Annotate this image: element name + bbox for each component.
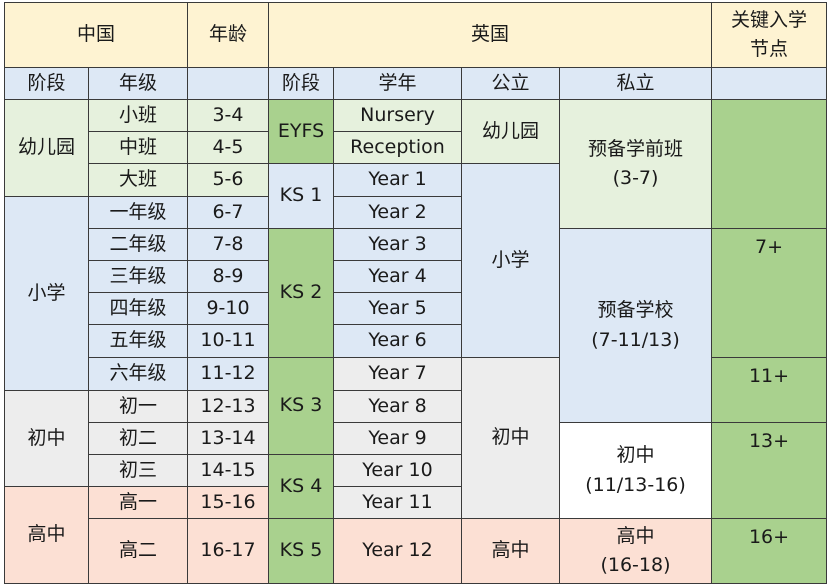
grade-cell: 三年级 xyxy=(88,260,188,293)
age-cell: 14-15 xyxy=(187,454,269,487)
school-year-cell: Year 8 xyxy=(333,390,462,423)
subheader-public: 公立 xyxy=(461,67,560,100)
stage-senior: 高中 xyxy=(4,486,89,584)
school-year-cell: Year 7 xyxy=(333,357,462,391)
school-year-cell: Year 10 xyxy=(333,454,462,487)
grade-cell: 四年级 xyxy=(88,292,188,325)
subheader-school-year: 学年 xyxy=(333,67,462,100)
key-entry-11plus: 11+ xyxy=(711,357,827,423)
school-year-cell: Year 6 xyxy=(333,324,462,358)
subheader-stage: 阶段 xyxy=(4,67,89,100)
grade-cell: 初一 xyxy=(88,390,188,423)
public-senior: 高中 xyxy=(461,518,560,584)
subheader-uk-stage: 阶段 xyxy=(268,67,334,100)
age-cell: 13-14 xyxy=(187,422,269,455)
grade-cell: 五年级 xyxy=(88,324,188,358)
uk-stage-ks2: KS 2 xyxy=(268,228,334,358)
age-cell: 6-7 xyxy=(187,196,269,229)
grade-cell: 六年级 xyxy=(88,357,188,391)
school-year-cell: Year 12 xyxy=(333,518,462,584)
age-cell: 15-16 xyxy=(187,486,269,519)
age-cell: 12-13 xyxy=(187,390,269,423)
header-uk: 英国 xyxy=(268,2,712,68)
stage-junior: 初中 xyxy=(4,390,89,487)
grade-cell: 二年级 xyxy=(88,228,188,261)
school-year-cell: Year 11 xyxy=(333,486,462,519)
school-year-cell: Year 3 xyxy=(333,228,462,261)
stage-kindergarten: 幼儿园 xyxy=(4,99,89,197)
grade-cell: 一年级 xyxy=(88,196,188,229)
stage-primary: 小学 xyxy=(4,196,89,391)
public-primary: 小学 xyxy=(461,163,560,358)
grade-cell: 大班 xyxy=(88,163,188,197)
grade-cell: 小班 xyxy=(88,99,188,132)
age-cell: 9-10 xyxy=(187,292,269,325)
subheader-grade: 年级 xyxy=(88,67,188,100)
header-age: 年龄 xyxy=(187,2,269,68)
age-cell: 10-11 xyxy=(187,324,269,358)
age-cell: 5-6 xyxy=(187,163,269,197)
age-cell: 11-12 xyxy=(187,357,269,391)
key-entry-13plus: 13+ xyxy=(711,422,827,519)
uk-stage-ks3: KS 3 xyxy=(268,357,334,455)
age-cell: 8-9 xyxy=(187,260,269,293)
key-entry-7plus: 7+ xyxy=(711,228,827,358)
public-kindergarten: 幼儿园 xyxy=(461,99,560,164)
header-key-entry-points: 关键入学 节点 xyxy=(711,2,827,68)
subheader-key-blank xyxy=(711,67,827,100)
grade-cell: 中班 xyxy=(88,131,188,164)
key-entry-blank xyxy=(711,99,827,229)
school-year-cell: Year 1 xyxy=(333,163,462,197)
subheader-age-blank xyxy=(187,67,269,100)
grade-cell: 初二 xyxy=(88,422,188,455)
key-entry-16plus: 16+ xyxy=(711,518,827,584)
school-year-cell: Year 5 xyxy=(333,292,462,325)
school-year-cell: Year 9 xyxy=(333,422,462,455)
private-senior: 初中 (11/13-16) xyxy=(559,422,712,519)
public-junior: 初中 xyxy=(461,357,560,519)
private-prep: 预备学校 (7-11/13) xyxy=(559,228,712,423)
age-cell: 16-17 xyxy=(187,518,269,584)
header-china: 中国 xyxy=(4,2,188,68)
private-pre-prep: 预备学前班 (3-7) xyxy=(559,99,712,229)
grade-cell: 高一 xyxy=(88,486,188,519)
grade-cell: 初三 xyxy=(88,454,188,487)
school-year-cell: Nursery xyxy=(333,99,462,132)
subheader-private: 私立 xyxy=(559,67,712,100)
school-year-cell: Year 4 xyxy=(333,260,462,293)
school-year-cell: Reception xyxy=(333,131,462,164)
school-year-cell: Year 2 xyxy=(333,196,462,229)
uk-stage-eyfs: EYFS xyxy=(268,99,334,164)
age-cell: 4-5 xyxy=(187,131,269,164)
uk-stage-ks5: KS 5 xyxy=(268,518,334,584)
uk-stage-ks4: KS 4 xyxy=(268,454,334,519)
age-cell: 3-4 xyxy=(187,99,269,132)
grade-cell: 高二 xyxy=(88,518,188,584)
age-cell: 7-8 xyxy=(187,228,269,261)
private-sixth-form: 高中 (16-18) xyxy=(559,518,712,584)
uk-stage-ks1: KS 1 xyxy=(268,163,334,229)
